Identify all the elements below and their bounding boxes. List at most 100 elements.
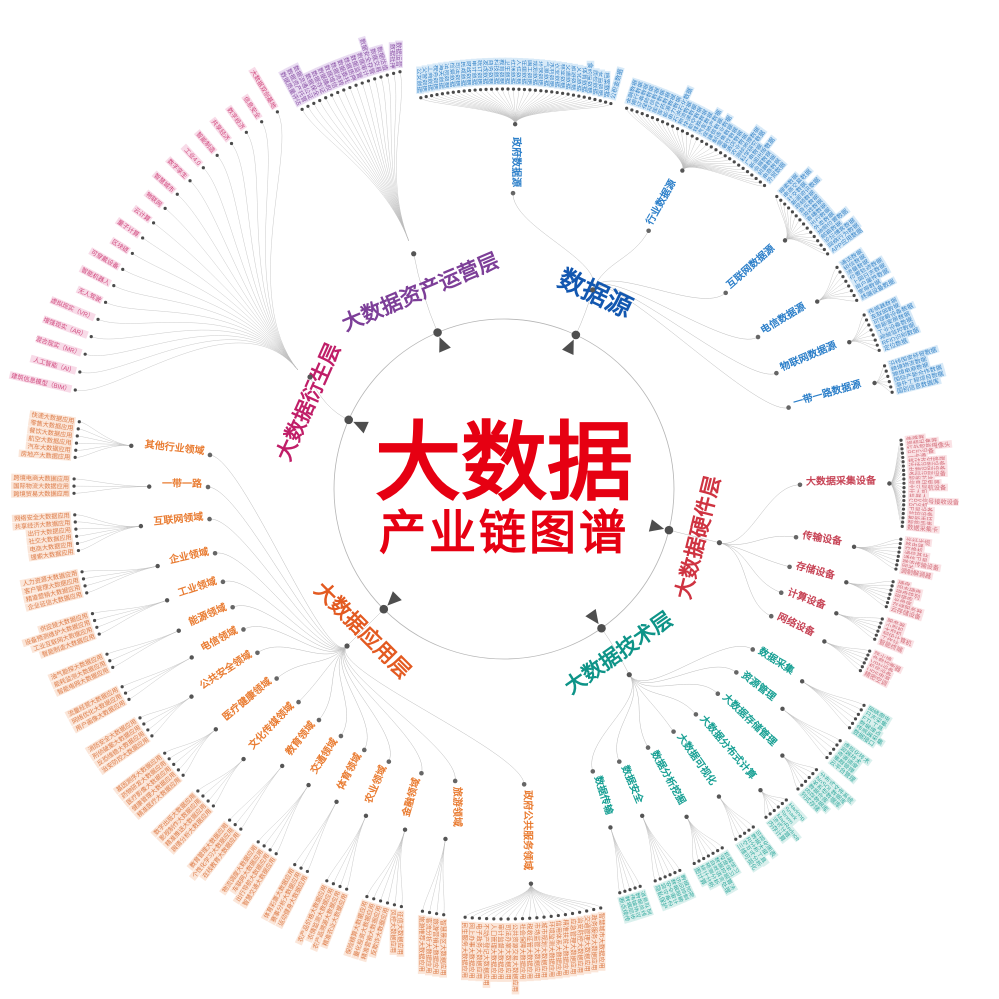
leaf-dot [873, 338, 877, 342]
leaf-dot [884, 369, 888, 373]
leaf-label: 智慧景区大数据应用 [439, 920, 447, 976]
leaf-label: 硬盘 [897, 579, 911, 590]
leaf-highlight [533, 921, 541, 981]
center-title: 大数据 [375, 415, 633, 511]
leaf-highlight [11, 481, 71, 490]
leaf-dot [762, 183, 767, 188]
leaf-dot [796, 787, 800, 791]
leaf-label: 法院数据 [443, 63, 451, 88]
leaf: 应急管理大数据应用 [569, 917, 577, 977]
leaf-dot [737, 163, 741, 167]
leaf-highlight [798, 789, 823, 814]
leaf-dot [446, 91, 450, 95]
leaf-label: 智能手环 [908, 514, 933, 524]
subbranch-dot [768, 613, 774, 619]
leaf-dot [588, 96, 592, 100]
leaf-dot [80, 570, 84, 574]
leaf-dot [866, 653, 870, 657]
leaf-label: 安监数据 [597, 71, 605, 96]
leaf: 量子计算 [114, 216, 142, 239]
leaf-dot [108, 659, 112, 663]
leaf-highlight [893, 587, 923, 602]
leaf-highlight [117, 758, 169, 802]
branch-hub-dot [716, 540, 723, 546]
leaf-highlight [792, 187, 818, 212]
leaf-label: 混合现实（MR） [35, 335, 82, 357]
leaf-dot [549, 914, 553, 919]
leaf-dot [867, 323, 871, 327]
leaf-dot [379, 75, 383, 79]
leaf-dot [90, 612, 95, 616]
branch-大数据衍生层: 大数据衍生层 建筑信息模型（BIM）人工智能（AI）混合现实（MR）增强现实（AR… [8, 66, 369, 464]
leaf-highlight [24, 590, 84, 612]
leaf-dot [506, 917, 510, 921]
leaf-highlight [25, 441, 73, 454]
leaf-dot [690, 134, 694, 138]
subbranch-hub-dot [851, 544, 857, 550]
leaf-highlight [199, 829, 242, 882]
leaf-label: 可穿戴设备 [89, 248, 121, 271]
leaf-highlight [89, 722, 143, 762]
leaf-highlight [905, 522, 941, 534]
leaf-dot [630, 108, 634, 112]
leaf-label: POS机 [909, 501, 929, 510]
leaf-dot [794, 214, 798, 218]
branch-label: 大数据应用层 [310, 577, 416, 683]
leaf-dot [645, 113, 649, 118]
leaf-label: 食药监数据 [586, 62, 594, 93]
leaf-highlight [752, 827, 779, 860]
leaf-dot [330, 93, 334, 97]
subbranch-hub-dot [822, 639, 827, 644]
leaf-highlight [35, 334, 83, 357]
leaf-highlight [540, 921, 549, 981]
leaf-highlight [131, 204, 153, 224]
leaf-dot [420, 909, 425, 913]
leaf-label: 机器人 [909, 493, 928, 501]
leaf-highlight [29, 410, 76, 425]
subbranch-label: 公共安全领域 [197, 648, 254, 692]
leaf-label: 跨境贸易大数据应用 [13, 490, 69, 499]
leaf-dot [859, 708, 863, 712]
leaf-dot [889, 385, 893, 389]
subbranch-hub-dot [280, 763, 285, 769]
leaf-highlight [852, 265, 892, 293]
leaf-label: 税收征管大数据应用 [526, 923, 534, 979]
leaf-highlight [22, 583, 83, 604]
subbranch-hub-dot [782, 238, 788, 243]
leaf-label: 风控大数据应用 [389, 910, 397, 953]
subbranch-label: 物联网数据源 [778, 338, 838, 373]
leaf-dot [172, 762, 176, 766]
leaf-dot [354, 83, 358, 87]
center-subtitle: 产业链图谱 [379, 506, 629, 559]
leaf-highlight [869, 653, 904, 675]
leaf-dot [768, 812, 772, 816]
subbranch-dot [616, 759, 622, 764]
leaf-highlight [53, 665, 111, 697]
leaf-highlight [675, 98, 695, 127]
leaf-highlight [109, 236, 132, 255]
leaf-highlight [602, 70, 611, 99]
leaf-highlight [658, 881, 676, 910]
leaf-highlight [278, 68, 304, 108]
leaf-dot [660, 120, 665, 124]
leaf-label: 交通数据 [564, 64, 572, 89]
leaf-dot [73, 388, 77, 392]
leaf-dot [112, 284, 116, 288]
leaf-dot [675, 127, 680, 131]
leaf-highlight [26, 433, 73, 447]
leaf-highlight [21, 618, 92, 648]
leaf-dot [897, 550, 901, 554]
leaf-highlight [879, 325, 922, 348]
subbranch-dot [793, 534, 799, 540]
leaf-dot [812, 234, 816, 239]
leaf: 市场监管大数据应用 [533, 921, 541, 981]
leaf-dot [528, 88, 532, 92]
leaf-label: 林业数据 [559, 64, 567, 89]
leaf-dot [841, 275, 845, 279]
leaf-highlight [41, 315, 89, 339]
leaf-highlight [818, 218, 845, 242]
leaf-dot [299, 866, 303, 870]
leaf-dot [847, 284, 851, 288]
branch-arrow-icon [648, 519, 665, 532]
leaf-dot [666, 122, 670, 126]
